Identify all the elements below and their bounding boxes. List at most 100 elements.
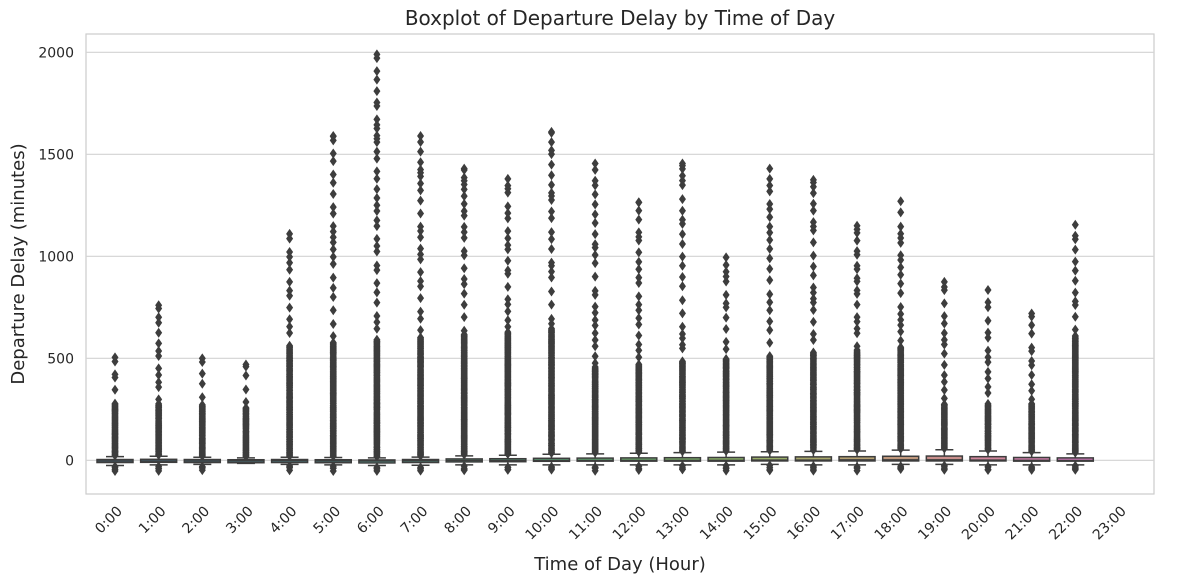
x-tick-label-21: 21:00 xyxy=(1003,504,1043,544)
outlier xyxy=(548,126,555,137)
outlier xyxy=(198,399,206,410)
x-tick-label-20: 20:00 xyxy=(959,504,999,544)
outlier xyxy=(635,227,643,238)
outlier xyxy=(809,237,817,248)
outlier xyxy=(548,170,555,181)
outlier xyxy=(548,137,555,148)
outlier xyxy=(417,325,425,336)
outlier xyxy=(286,302,294,313)
outlier xyxy=(460,465,468,476)
outlier xyxy=(329,202,337,213)
box-body xyxy=(751,456,789,462)
outlier xyxy=(897,269,905,280)
x-tick-label-15: 15:00 xyxy=(741,504,781,544)
outlier xyxy=(635,339,643,350)
outlier xyxy=(417,146,425,157)
x-tick-label-17: 17:00 xyxy=(828,504,868,544)
outlier xyxy=(460,299,468,310)
outlier xyxy=(373,119,381,130)
outlier xyxy=(155,300,163,311)
outlier xyxy=(591,271,599,282)
outlier xyxy=(373,233,381,244)
outlier xyxy=(329,291,337,302)
outlier xyxy=(242,370,250,381)
outlier xyxy=(897,309,905,320)
outlier xyxy=(897,196,905,207)
outlier xyxy=(766,253,774,264)
outlier xyxy=(591,307,599,318)
x-tick-label-22: 22:00 xyxy=(1046,504,1086,544)
outlier xyxy=(504,464,512,475)
outlier xyxy=(984,345,992,356)
outlier xyxy=(809,261,817,272)
outlier xyxy=(242,359,250,370)
box-21 xyxy=(1012,308,1051,475)
outlier xyxy=(111,352,119,363)
outlier xyxy=(548,286,555,297)
x-tick-label-2: 2:00 xyxy=(180,504,214,538)
outlier xyxy=(678,214,686,225)
outlier xyxy=(373,146,381,157)
outlier xyxy=(897,278,905,289)
outlier xyxy=(809,305,817,316)
outlier xyxy=(329,156,337,167)
outlier xyxy=(853,323,861,334)
outlier xyxy=(678,170,686,181)
outlier xyxy=(766,337,774,348)
outlier xyxy=(766,221,774,232)
outlier xyxy=(504,233,512,244)
box-body xyxy=(969,455,1007,462)
outlier xyxy=(329,208,337,219)
outlier xyxy=(635,313,643,324)
outlier xyxy=(809,334,817,345)
outlier xyxy=(373,97,381,108)
outlier xyxy=(940,276,948,287)
outlier xyxy=(460,221,468,232)
outlier xyxy=(198,378,206,389)
box-0 xyxy=(96,352,134,477)
outlier xyxy=(897,326,905,337)
outlier xyxy=(504,173,512,184)
outlier xyxy=(591,258,599,269)
y-ticks: 0 500 1000 1500 2000 xyxy=(38,45,74,469)
chart-title: Boxplot of Departure Delay by Time of Da… xyxy=(405,6,836,30)
outlier xyxy=(329,237,337,248)
outlier xyxy=(678,229,686,240)
outlier xyxy=(984,366,992,377)
outlier xyxy=(984,464,992,475)
outlier xyxy=(155,363,163,374)
outlier xyxy=(635,359,643,370)
outlier xyxy=(417,267,425,278)
outlier xyxy=(635,278,643,289)
outlier xyxy=(329,226,337,237)
outlier xyxy=(198,392,206,403)
outlier xyxy=(766,325,774,336)
outlier xyxy=(635,272,643,283)
outlier xyxy=(504,327,512,338)
outlier xyxy=(940,311,948,322)
outlier xyxy=(940,298,948,309)
outlier xyxy=(460,312,468,323)
outlier xyxy=(1028,464,1036,475)
outlier xyxy=(548,299,555,310)
y-axis-label: Departure Delay (minutes) xyxy=(8,143,29,384)
outlier xyxy=(1071,275,1079,286)
outlier xyxy=(984,352,992,363)
outlier xyxy=(286,257,294,268)
outlier xyxy=(766,297,774,308)
outlier xyxy=(635,197,643,208)
outlier xyxy=(635,305,643,316)
outlier xyxy=(635,205,643,216)
outlier xyxy=(678,356,686,367)
outlier xyxy=(286,276,294,287)
outlier xyxy=(548,266,555,277)
outlier xyxy=(504,315,512,326)
outlier xyxy=(373,166,381,177)
outlier xyxy=(373,287,381,298)
outlier xyxy=(329,188,337,199)
outlier xyxy=(242,397,250,408)
outlier xyxy=(548,243,555,254)
outlier xyxy=(373,310,381,321)
outlier xyxy=(722,266,730,277)
outlier xyxy=(155,369,163,380)
